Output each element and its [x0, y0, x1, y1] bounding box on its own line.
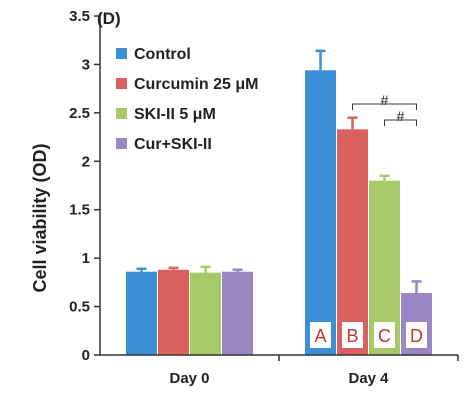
y-tick-label: 0.5: [69, 299, 90, 316]
y-axis-label: Cell viability (OD): [30, 143, 50, 292]
legend-label: Control: [134, 46, 191, 63]
y-tick-label: 3: [82, 56, 90, 73]
bar: [337, 129, 368, 355]
bar: [126, 271, 157, 355]
bar-letter: C: [378, 326, 391, 346]
x-tick-label: Day 0: [169, 370, 209, 387]
y-tick-label: 0: [82, 347, 90, 364]
y-tick-label: 3.5: [69, 8, 90, 25]
bar: [305, 70, 336, 356]
bar-letter-box: [406, 322, 427, 348]
y-axis: 0 0.5 1 1.5 2 2.5 3 3.5: [69, 8, 101, 364]
legend-swatch: [116, 48, 127, 59]
bracket-b-d: [352, 103, 417, 110]
legend: Control Curcumin 25 μM SKI-II 5 μM Cur+SKI-…: [116, 46, 258, 153]
legend-swatch: [116, 78, 127, 89]
y-tick-label: 2: [82, 153, 90, 170]
x-tick-label: Day 4: [348, 370, 389, 387]
legend-swatch: [116, 108, 127, 119]
bar: [222, 271, 253, 355]
significance-mark: #: [381, 92, 389, 108]
bar-letter: D: [410, 326, 423, 346]
bar-letter-box: [374, 322, 395, 348]
bar-letter: A: [314, 326, 326, 346]
bar-letter-box: [342, 322, 363, 348]
significance-mark: #: [397, 108, 405, 124]
panel-label: (D): [97, 9, 121, 28]
significance-brackets: ##: [352, 92, 417, 126]
y-tick-label: 2.5: [69, 105, 90, 122]
bracket-c-d: [384, 119, 417, 126]
y-tick-label: 1.5: [69, 202, 90, 219]
legend-label: SKI-II 5 μM: [134, 106, 216, 123]
bar-letter-box: [310, 322, 331, 348]
legend-swatch: [116, 138, 127, 149]
legend-label: Curcumin 25 μM: [134, 76, 258, 93]
bar: [190, 272, 221, 355]
bar: [158, 269, 189, 355]
x-axis: Day 0 Day 4: [100, 354, 459, 387]
bar-letter: B: [346, 326, 358, 346]
y-tick-label: 1: [82, 250, 90, 267]
legend-label: Cur+SKI-II: [134, 136, 212, 153]
